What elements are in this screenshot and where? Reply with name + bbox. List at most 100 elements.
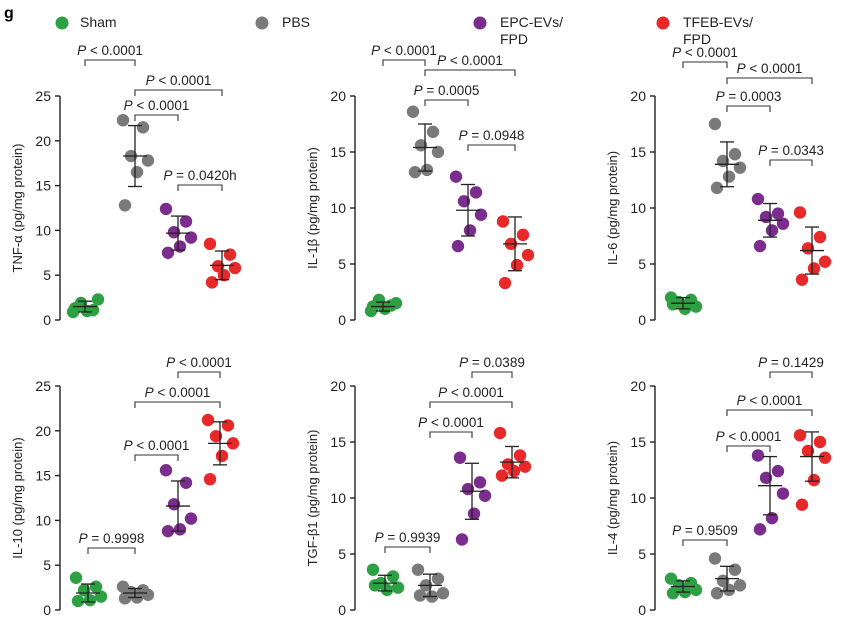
bracket-line: [84, 59, 136, 66]
y-axis-label: IL-6 (pg/mg protein): [605, 151, 620, 265]
comparison-bracket: P < 0.0001: [166, 355, 232, 378]
bracket-line: [726, 77, 813, 84]
data-point: [467, 507, 481, 520]
data-point: [411, 563, 425, 576]
data-point: [793, 429, 807, 442]
p-symbol: P: [716, 89, 725, 104]
y-tick-label: 0: [638, 312, 646, 328]
data-point: [426, 125, 440, 139]
bracket-line: [682, 61, 728, 68]
data-point: [414, 139, 428, 152]
series-tfeb: [793, 206, 832, 286]
y-tick-label: 0: [638, 602, 646, 618]
p-text: = 0.9509: [681, 523, 738, 538]
series-pbs: [411, 563, 450, 603]
y-tick-label: 20: [630, 378, 646, 394]
y-tick-label: 5: [338, 546, 346, 562]
p-value-label: P = 0.9939: [375, 530, 441, 545]
data-point: [203, 237, 217, 251]
data-point: [498, 276, 512, 290]
p-text: < 0.0001: [746, 393, 803, 408]
data-point: [521, 248, 535, 262]
data-point: [389, 297, 403, 310]
comparison-bracket: P = 0.0005: [414, 83, 480, 106]
legend-marker: [473, 16, 487, 30]
data-point: [203, 472, 217, 486]
p-symbol: P: [459, 128, 468, 143]
p-text: = 0.0343: [767, 143, 824, 158]
p-symbol: P: [166, 355, 175, 370]
p-text: < 0.0001: [175, 355, 232, 370]
p-text: = 0.9939: [384, 530, 441, 545]
chart-panels: 0 5 10 15 20 25 TNF-α (pg/mg protein) P < 0.000…: [10, 43, 832, 618]
data-point: [751, 192, 765, 206]
y-tick-label: 10: [330, 490, 346, 506]
bracket-line: [726, 105, 771, 112]
p-symbol: P: [437, 53, 446, 68]
data-point: [818, 451, 832, 464]
series-tfeb: [793, 429, 832, 511]
p-value-label: P = 0.1429: [758, 355, 824, 370]
comparison-bracket: P < 0.0001: [134, 73, 223, 96]
p-symbol: P: [145, 385, 154, 400]
y-tick-label: 20: [330, 378, 346, 394]
series-tfeb: [496, 215, 535, 290]
data-point: [722, 170, 736, 183]
comparison-bracket: P < 0.0001: [429, 385, 513, 408]
p-text: < 0.0001: [154, 385, 211, 400]
y-tick-label: 25: [35, 88, 51, 104]
p-text: < 0.0001: [86, 43, 143, 58]
data-point: [71, 594, 85, 608]
p-value-label: P = 0.0005: [414, 83, 480, 98]
data-point: [765, 224, 779, 237]
p-text: < 0.0001: [446, 53, 503, 68]
y-tick-label: 0: [43, 312, 51, 328]
y-tick-label: 20: [630, 88, 646, 104]
comparison-bracket: P = 0.0948: [459, 128, 524, 151]
p-symbol: P: [737, 393, 746, 408]
y-axis-label: TGF-β1 (pg/mg protein): [305, 430, 320, 567]
data-point: [455, 533, 469, 546]
bracket-line: [87, 547, 136, 554]
data-point: [217, 269, 231, 282]
bracket-line: [682, 539, 728, 546]
y-tick-label: 15: [330, 434, 346, 450]
bracket-line: [134, 89, 223, 96]
data-point: [708, 117, 722, 131]
y-tick-label: 25: [35, 378, 51, 394]
p-value-label: P < 0.0001: [146, 73, 212, 88]
p-text: < 0.0001: [681, 45, 738, 60]
data-point: [451, 239, 465, 253]
data-point: [420, 163, 434, 177]
comparison-bracket: P = 0.0003: [716, 89, 781, 112]
data-point: [776, 217, 790, 230]
p-symbol: P: [418, 415, 427, 430]
y-tick-label: 20: [35, 423, 51, 439]
data-point: [179, 215, 193, 228]
series-pbs: [406, 105, 445, 179]
y-tick-label: 5: [338, 256, 346, 272]
p-symbol: P: [716, 429, 725, 444]
p-symbol: P: [124, 98, 133, 113]
data-point: [689, 583, 703, 597]
legend-label: FPD: [683, 31, 711, 47]
panel-1: 0 5 10 15 20 25 TNF-α (pg/mg protein) P < 0.000…: [10, 43, 242, 328]
y-tick-label: 20: [35, 133, 51, 149]
p-text: < 0.0001: [427, 415, 484, 430]
data-point: [753, 523, 767, 536]
comparison-bracket: P < 0.0001: [371, 43, 437, 66]
p-value-label: P < 0.0001: [124, 438, 190, 453]
comparison-bracket: P < 0.0001: [424, 53, 516, 76]
p-value-label: P < 0.0001: [418, 415, 484, 430]
comparison-bracket: P < 0.0001: [124, 438, 190, 461]
y-tick-label: 15: [630, 434, 646, 450]
bracket-line: [134, 114, 179, 121]
data-point: [406, 105, 420, 118]
p-text: = 0.1429: [767, 355, 824, 370]
p-value-label: P = 0.9998: [79, 531, 145, 546]
data-point: [205, 276, 219, 289]
series-sham: [69, 571, 108, 608]
